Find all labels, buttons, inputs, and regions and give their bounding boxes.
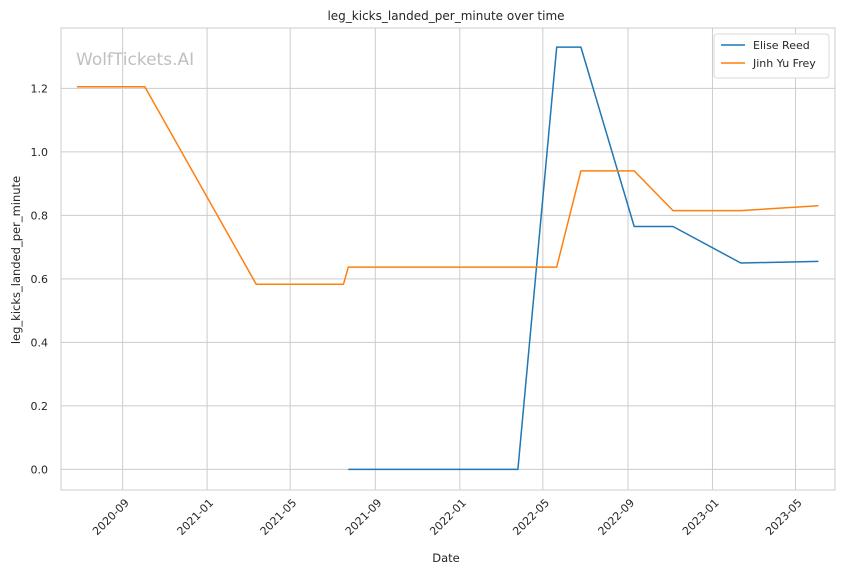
x-tick-label: 2022-09 xyxy=(595,496,637,538)
plot-frame xyxy=(60,27,836,491)
x-tick-label: 2022-01 xyxy=(427,496,469,538)
x-tick-label: 2022-05 xyxy=(510,496,552,538)
x-tick-label: 2021-09 xyxy=(343,496,385,538)
x-tick-label: 2023-05 xyxy=(763,496,805,538)
x-tick-label: 2021-05 xyxy=(258,496,300,538)
y-tick-label: 0.8 xyxy=(31,209,49,222)
y-tick-label: 0.2 xyxy=(31,400,49,413)
y-tick-label: 0.0 xyxy=(31,463,49,476)
series-line-2 xyxy=(76,85,819,285)
plot-area xyxy=(61,28,835,490)
legend-label: Jinh Yu Frey xyxy=(752,57,816,70)
y-tick-label: 1.0 xyxy=(31,146,49,159)
legend-label: Elise Reed xyxy=(753,39,810,52)
series-line-1 xyxy=(348,46,819,471)
x-tick-label: 2023-01 xyxy=(680,496,722,538)
chart-title: leg_kicks_landed_per_minute over time xyxy=(327,9,564,23)
x-axis-label: Date xyxy=(432,551,460,565)
x-tick-label: 2021-01 xyxy=(175,496,217,538)
x-tick-label: 2020-09 xyxy=(90,496,132,538)
legend: Elise Reed Jinh Yu Frey xyxy=(713,33,830,79)
y-tick-label: 0.4 xyxy=(31,336,49,349)
y-axis-label: leg_kicks_landed_per_minute xyxy=(9,176,23,344)
y-tick-label: 1.2 xyxy=(31,82,49,95)
y-tick-label: 0.6 xyxy=(31,273,49,286)
watermark-text: WolfTickets.AI xyxy=(76,50,194,70)
